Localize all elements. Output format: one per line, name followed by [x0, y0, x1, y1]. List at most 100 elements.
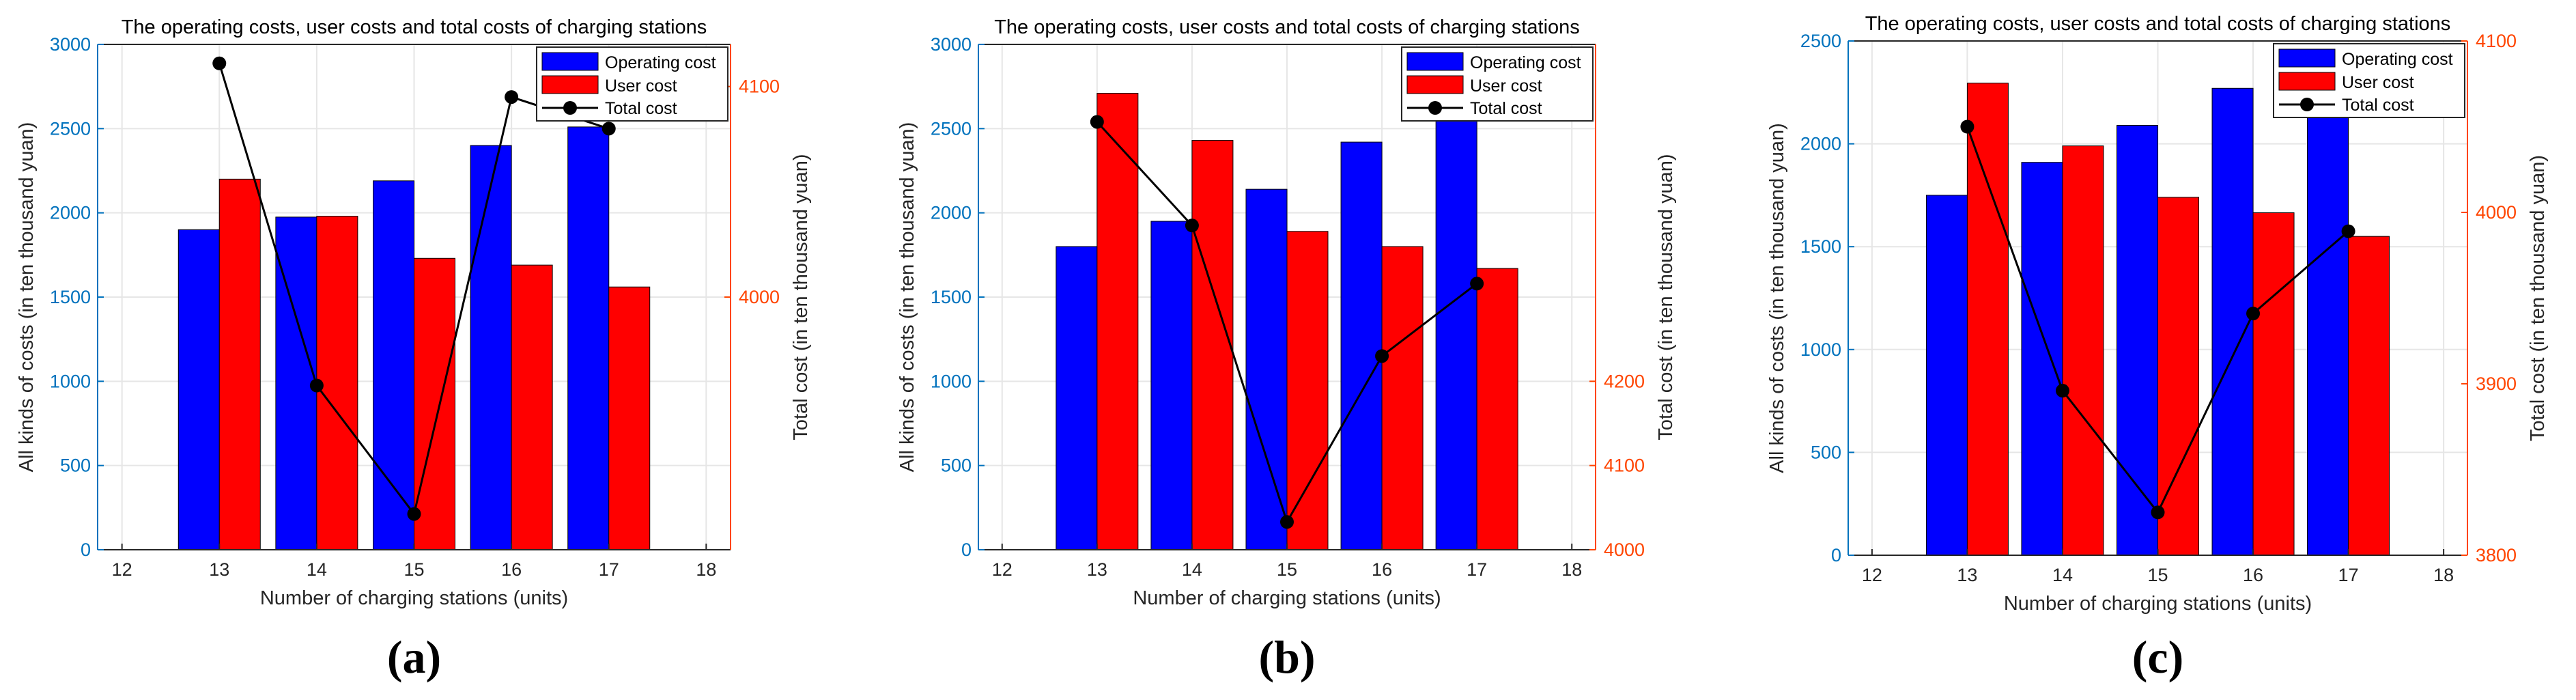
chart-title: The operating costs, user costs and tota…	[1865, 13, 2451, 35]
chart-panel-3: 12 13 14 15 16 17 18 0 500 1000 1500 2000 2500 3800 39…	[1766, 13, 2549, 683]
user-cost-bar	[2157, 197, 2199, 556]
y-tick-label: 500	[60, 456, 91, 476]
total-cost-point	[505, 90, 519, 104]
operating-cost-bar	[1245, 188, 1288, 550]
y2-tick-label: 3800	[2476, 545, 2517, 565]
legend: Operating cost User cost Total cost	[536, 46, 728, 122]
chart-panel-1: 12 13 14 15 16 17 18 0 500 1000 1500 2000 2500 3000 40…	[16, 16, 812, 683]
y2-tick-label: 4100	[1604, 456, 1645, 476]
y-tick-label: 1500	[931, 287, 972, 307]
x-tick-label: 15	[1277, 559, 1297, 580]
x-tick-label: 13	[1957, 565, 1977, 585]
total-cost-point	[1185, 219, 1199, 233]
x-axis-label: Number of charging stations (units)	[1133, 587, 1441, 609]
operating-cost-bar	[2307, 102, 2349, 556]
y-tick-label: 500	[1811, 442, 1841, 462]
y2-tick-label: 4100	[739, 76, 780, 97]
total-cost-point	[601, 122, 616, 136]
panel-label: (a)	[387, 631, 441, 683]
operating-cost-bar	[178, 229, 220, 550]
legend: Operating cost User cost Total cost	[1401, 46, 1594, 122]
panel-label: (c)	[2132, 631, 2183, 683]
user-cost-bar	[1476, 268, 1518, 550]
x-tick-label: 16	[2243, 565, 2263, 585]
y-tick-label: 0	[961, 540, 972, 560]
total-cost-point	[2055, 384, 2069, 398]
y-axis-label: All kinds of costs (in ten thousand yuan…	[896, 122, 918, 473]
x-tick-label: 12	[992, 559, 1013, 580]
x-tick-label: 17	[2338, 565, 2359, 585]
y-tick-label: 1500	[50, 287, 91, 307]
operating-cost-bar	[2021, 162, 2063, 556]
user-cost-bar	[1381, 246, 1424, 550]
user-cost-bar	[608, 286, 651, 550]
legend-label-user: User cost	[2342, 73, 2414, 92]
legend-swatch-operating	[2278, 48, 2336, 68]
operating-cost-bar	[470, 145, 512, 550]
y2-tick-label: 4000	[739, 287, 780, 307]
y-tick-label: 1500	[1800, 236, 1841, 257]
operating-cost-bar	[1056, 246, 1098, 550]
user-cost-bar	[511, 264, 553, 550]
y-tick-label: 0	[81, 540, 91, 560]
legend-marker-total	[2300, 98, 2314, 111]
user-cost-bar	[2062, 145, 2104, 556]
legend: Operating cost User cost Total cost	[2273, 43, 2465, 118]
chart-panel-2: 12 13 14 15 16 17 18 0 500 1000 1500 2000 2500 3000 40…	[896, 16, 1677, 683]
legend-swatch-operating	[1406, 52, 1464, 71]
y2-tick-label: 4000	[1604, 540, 1645, 560]
user-cost-bar	[1096, 93, 1139, 550]
legend-label-operating: Operating cost	[605, 53, 716, 72]
x-tick-label: 12	[1862, 565, 1882, 585]
y-tick-label: 2000	[931, 203, 972, 223]
operating-cost-bar	[1150, 221, 1193, 550]
y-tick-label: 3000	[931, 34, 972, 55]
total-cost-point	[1960, 120, 1975, 134]
legend-swatch-operating	[541, 52, 599, 71]
x-tick-label: 16	[501, 559, 522, 580]
x-tick-label: 17	[599, 559, 619, 580]
total-cost-point	[2341, 224, 2355, 238]
user-cost-bar	[414, 257, 455, 550]
user-cost-bar	[2252, 212, 2295, 556]
x-tick-label: 13	[209, 559, 229, 580]
legend-swatch-user	[541, 75, 599, 94]
y2-tick-label: 4200	[1604, 371, 1645, 391]
y-tick-label: 2500	[1800, 31, 1841, 51]
x-tick-label: 13	[1087, 559, 1107, 580]
x-tick-label: 15	[2147, 565, 2168, 585]
panel-label: (b)	[1258, 631, 1315, 683]
x-tick-label: 18	[2433, 565, 2454, 585]
total-cost-point	[1470, 277, 1484, 291]
legend-marker-total	[1428, 101, 1442, 115]
x-tick-label: 14	[2052, 565, 2073, 585]
x-tick-label: 12	[112, 559, 132, 580]
y-tick-label: 2000	[1800, 134, 1841, 154]
x-tick-label: 18	[696, 559, 716, 580]
legend-swatch-user	[1406, 75, 1464, 94]
y2-tick-label: 4100	[2476, 31, 2517, 51]
legend-marker-total	[563, 101, 577, 115]
legend-label-user: User cost	[1470, 76, 1542, 96]
legend-label-operating: Operating cost	[1470, 53, 1581, 72]
operating-cost-bar	[1435, 111, 1477, 550]
total-cost-point	[1090, 115, 1104, 129]
x-tick-label: 15	[404, 559, 424, 580]
operating-cost-bar	[2211, 87, 2254, 556]
y-tick-label: 2500	[931, 118, 972, 139]
y-tick-label: 3000	[50, 34, 91, 55]
legend-label-total: Total cost	[605, 99, 677, 118]
y-tick-label: 2500	[50, 118, 91, 139]
y2-axis-label: Total cost (in ten thousand yuan)	[790, 154, 812, 440]
x-axis-label: Number of charging stations (units)	[260, 587, 568, 609]
y-tick-label: 1000	[1800, 339, 1841, 360]
x-tick-label: 14	[1182, 559, 1202, 580]
user-cost-bar	[1191, 140, 1234, 550]
y2-tick-label: 3900	[2476, 374, 2517, 394]
operating-cost-bar	[1340, 141, 1383, 550]
total-cost-point	[1375, 349, 1389, 363]
y-tick-label: 500	[941, 456, 972, 476]
user-cost-bar	[1286, 231, 1329, 550]
operating-cost-bar	[1925, 195, 1968, 556]
total-cost-point	[2246, 307, 2261, 321]
